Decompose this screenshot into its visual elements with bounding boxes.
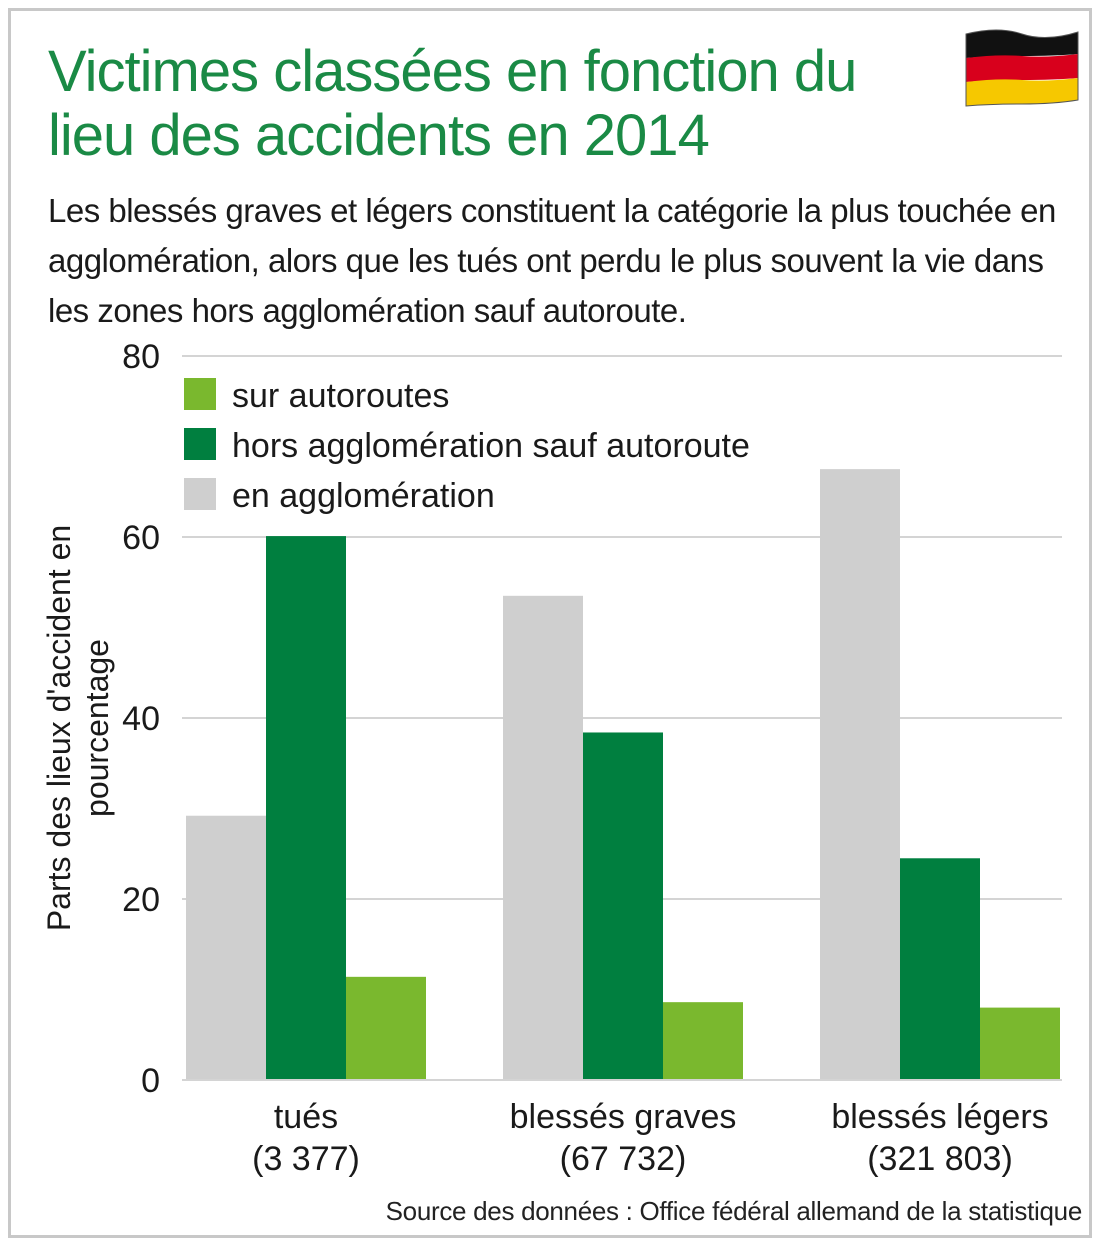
bar-autoroutes-1 [663, 1002, 743, 1080]
y-tick-label-20: 20 [122, 881, 160, 919]
x-category-label-1-line-1: blessés graves [510, 1098, 737, 1136]
y-axis-label-line-2: pourcentage [79, 639, 115, 817]
legend-label-1: hors agglomération sauf autoroute [232, 427, 750, 465]
bar-hors-agglomeration-1 [583, 732, 663, 1080]
legend-swatch-2 [184, 478, 216, 510]
data-source: Source des données : Office fédéral alle… [385, 1196, 1083, 1226]
legend-swatch-1 [184, 428, 216, 460]
y-tick-label-80: 80 [122, 338, 160, 376]
bar-agglomeration-0 [186, 815, 266, 1080]
x-category-label-0-line-1: tués [274, 1098, 338, 1136]
legend-label-2: en agglomération [232, 477, 495, 515]
chart-title: Victimes classées en fonction du lieu de… [48, 40, 928, 168]
bar-agglomeration-1 [503, 595, 583, 1080]
y-tick-label-40: 40 [122, 700, 160, 738]
bar-autoroutes-2 [980, 1007, 1060, 1080]
bar-agglomeration-2 [820, 469, 900, 1080]
x-category-label-2-line-1: blessés légers [831, 1098, 1048, 1136]
bar-hors-agglomeration-2 [900, 858, 980, 1080]
bar-hors-agglomeration-0 [266, 536, 346, 1080]
bar-autoroutes-0 [346, 976, 426, 1080]
y-axis-label: Parts des lieux d'accident enpourcentage [41, 525, 115, 931]
x-category-label-1-line-2: (67 732) [560, 1140, 687, 1178]
legend-swatch-0 [184, 378, 216, 410]
title-line-1: Victimes classées en fonction du [48, 39, 857, 104]
legend-label-0: sur autoroutes [232, 377, 449, 415]
y-axis-label-line-1: Parts des lieux d'accident en [41, 525, 77, 931]
chart-subtitle: Les blessés graves et légers constituent… [48, 192, 1056, 329]
x-category-label-2-line-2: (321 803) [867, 1140, 1013, 1178]
x-category-label-0-line-2: (3 377) [252, 1140, 360, 1178]
germany-flag-icon [965, 29, 1079, 107]
y-tick-label-0: 0 [141, 1062, 160, 1100]
title-line-2: lieu des accidents en 2014 [48, 103, 710, 168]
y-tick-label-60: 60 [122, 519, 160, 557]
